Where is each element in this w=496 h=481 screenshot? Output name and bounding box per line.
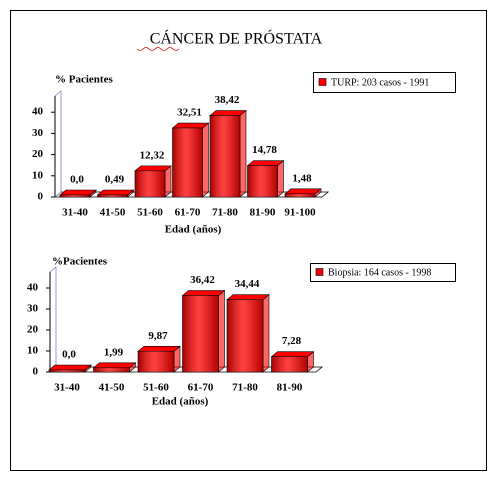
y-tick-label: 30 (32, 127, 44, 139)
value-label: 34,44 (235, 278, 260, 290)
bar-top (270, 351, 315, 358)
x-tick-label: 51-60 (137, 207, 163, 219)
y-tick-label: 10 (32, 169, 44, 181)
value-label: 0,0 (70, 174, 84, 186)
value-label: 12,32 (140, 149, 165, 161)
value-label: 38,42 (215, 94, 240, 106)
legend-swatch (318, 78, 327, 86)
value-label: 7,28 (282, 335, 302, 347)
legend-label: TURP: 203 casos - 1991 (331, 77, 429, 88)
y-axis-title: % Pacientes (55, 74, 113, 86)
x-tick-label: 61-70 (188, 382, 214, 394)
value-label: 9,87 (148, 330, 168, 342)
legend-label: Biopsia: 164 casos - 1998 (328, 267, 431, 278)
bar-shade (97, 195, 128, 197)
value-label: 14,78 (252, 144, 277, 156)
side-wall (54, 90, 62, 198)
bar-shade (138, 351, 174, 372)
value-label: 36,42 (190, 274, 215, 286)
bar-top (284, 188, 322, 195)
bar-side (164, 165, 172, 198)
y-tick-label: 30 (27, 303, 39, 315)
y-tick-label: 20 (27, 324, 39, 336)
bar-shade (271, 356, 308, 372)
x-tick-label: 71-80 (232, 382, 258, 394)
y-axis-title: %Pacientes (52, 256, 108, 268)
value-label: 0,0 (62, 349, 76, 361)
bar-top (96, 189, 135, 196)
value-label: 1,48 (292, 172, 312, 184)
y-tick-label: 40 (27, 282, 39, 294)
legend-box (310, 263, 456, 282)
y-tick-label: 20 (32, 148, 44, 160)
bar-top (48, 364, 92, 371)
bar-shade (172, 128, 203, 197)
bar-shade (93, 367, 130, 372)
bar-shade (210, 115, 240, 197)
bar-top (59, 189, 97, 196)
bar-shade (285, 193, 315, 197)
x-tick-label: 41-50 (100, 207, 126, 219)
x-tick-label: 31-40 (62, 207, 88, 219)
bar-top (134, 165, 172, 172)
legend-swatch (315, 268, 324, 276)
bar-shade (182, 295, 219, 372)
y-tick-label: 40 (32, 106, 44, 118)
x-axis-title: Edad (años) (165, 224, 222, 236)
bar-shade (60, 195, 90, 197)
value-label: 1,99 (104, 346, 124, 358)
bar-top (92, 362, 137, 369)
bar-shade (49, 370, 85, 372)
legend-box (313, 72, 456, 93)
bar-top (226, 294, 270, 300)
bar-side (218, 289, 225, 373)
x-tick-label: 91-100 (284, 207, 316, 219)
bar-shade (247, 165, 278, 197)
y-tick-label: 0 (38, 191, 44, 203)
x-tick-label: 71-80 (212, 207, 238, 219)
bar-side (262, 294, 270, 373)
value-label: 32,51 (177, 107, 202, 119)
bar-side (277, 160, 284, 198)
bar-side (202, 122, 209, 198)
x-tick-label: 51-60 (143, 382, 169, 394)
bar-top (181, 290, 226, 296)
y-tick-label: 10 (27, 345, 39, 357)
x-tick-label: 81-90 (250, 207, 276, 219)
side-wall (49, 266, 57, 373)
x-tick-label: 41-50 (99, 382, 125, 394)
page-title: CÁNCER DE PRÓSTATA (150, 29, 323, 48)
bar-shade (135, 170, 165, 197)
x-tick-label: 31-40 (54, 382, 80, 394)
x-axis-title: Edad (años) (152, 396, 209, 408)
value-label: 0,49 (105, 174, 125, 186)
bar-top (137, 345, 181, 352)
y-tick-label: 0 (33, 366, 39, 378)
bar-top (171, 122, 210, 129)
x-tick-label: 61-70 (175, 207, 201, 219)
spell-underline (136, 47, 180, 51)
bar-side (239, 109, 247, 198)
x-tick-label: 81-90 (277, 382, 303, 394)
bar-shade (227, 299, 263, 372)
bar-top (209, 110, 247, 116)
bar-top (246, 160, 285, 166)
